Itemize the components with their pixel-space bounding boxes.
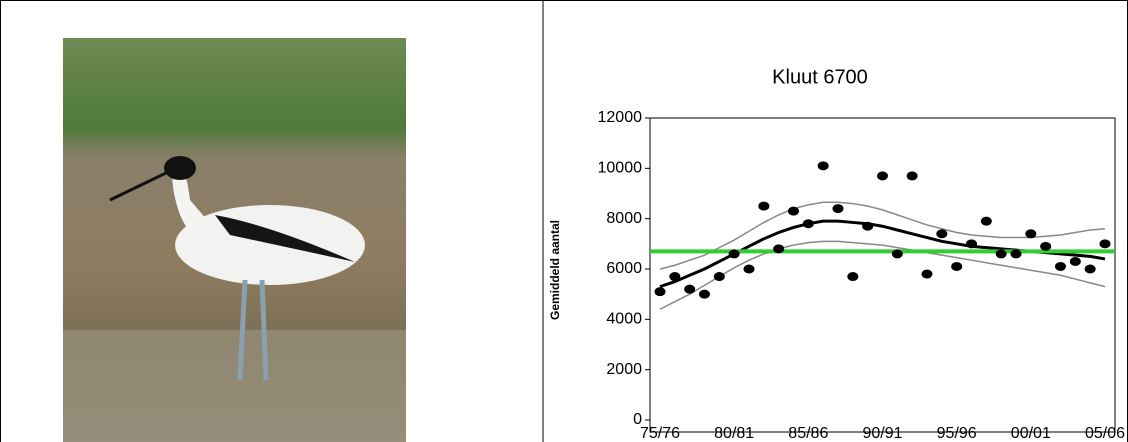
data-point <box>951 261 963 271</box>
lower-band <box>659 240 1106 310</box>
y-tick-label: 10000 <box>598 160 643 177</box>
data-point <box>743 264 755 274</box>
y-tick-label: 0 <box>633 411 642 428</box>
x-tick-label: 00/01 <box>1011 425 1051 442</box>
data-point <box>921 269 933 279</box>
data-point <box>906 171 918 181</box>
data-point <box>1040 241 1052 251</box>
data-point <box>788 206 799 216</box>
data-point <box>966 239 977 249</box>
x-tick-label: 05/06 <box>1085 425 1125 442</box>
data-point <box>699 289 710 299</box>
data-point <box>877 171 888 181</box>
data-point <box>817 161 829 171</box>
data-point <box>654 287 666 297</box>
x-tick-label: 90/91 <box>862 425 902 442</box>
data-point <box>980 216 992 226</box>
data-point <box>684 284 696 294</box>
y-tick-label: 2000 <box>606 361 642 378</box>
plot-frame <box>649 117 1116 433</box>
y-tick-label: 6000 <box>606 260 642 277</box>
x-tick-label: 85/86 <box>788 425 828 442</box>
y-axis-title: Gemiddeld aantal <box>548 220 562 320</box>
x-tick-label: 75/76 <box>640 425 680 442</box>
data-point <box>669 272 681 282</box>
data-point <box>995 249 1007 259</box>
data-point <box>728 249 740 259</box>
data-point <box>1069 256 1081 266</box>
data-point <box>936 229 948 239</box>
x-tick-label: 80/81 <box>714 425 754 442</box>
data-point <box>832 204 844 214</box>
data-point <box>1084 264 1096 274</box>
x-tick-label: 95/96 <box>937 425 977 442</box>
data-point <box>713 272 725 282</box>
trend-line <box>659 219 1106 289</box>
y-tick-label: 12000 <box>598 109 643 126</box>
data-point <box>891 249 903 259</box>
data-point <box>1025 229 1037 239</box>
data-point <box>847 272 859 282</box>
data-point <box>862 221 874 231</box>
y-tick-label: 4000 <box>606 311 642 328</box>
data-point <box>1010 249 1022 259</box>
data-point <box>1099 239 1111 249</box>
data-point <box>773 244 785 254</box>
y-tick-label: 8000 <box>606 210 642 227</box>
bird-photo <box>63 38 406 442</box>
data-point <box>802 219 814 229</box>
chart-title: Kluut 6700 <box>772 66 868 88</box>
data-point <box>1055 261 1066 271</box>
data-point <box>758 201 770 211</box>
